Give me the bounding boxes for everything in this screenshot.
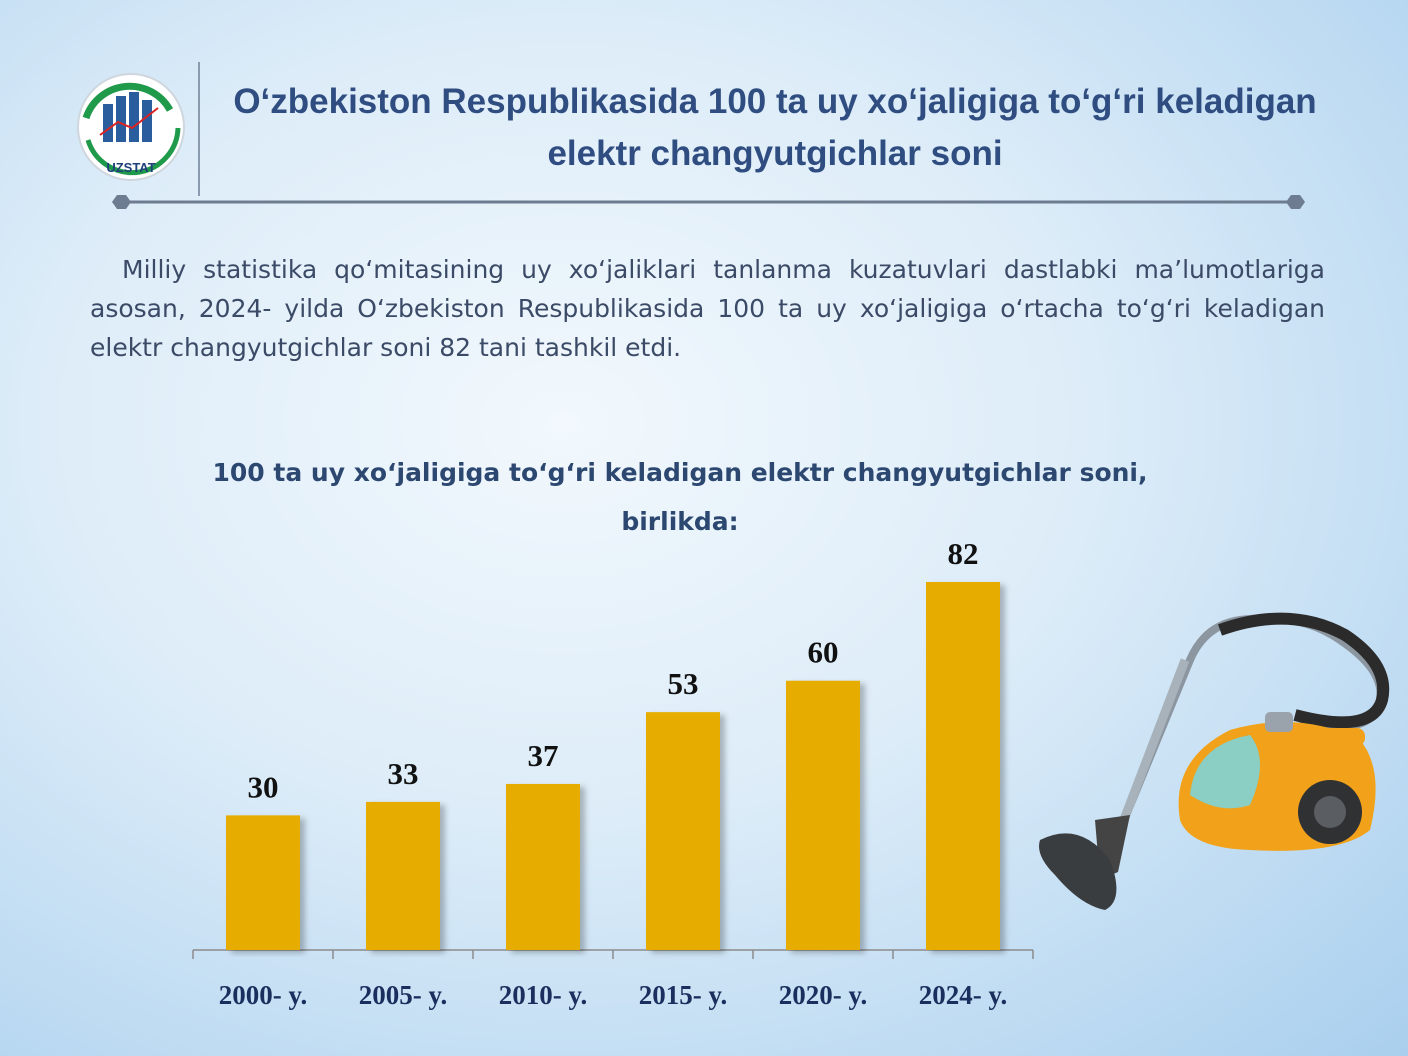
bar (646, 712, 720, 950)
value-label: 53 (668, 666, 699, 701)
value-label: 60 (808, 635, 839, 670)
x-tick-label: 2000- y. (219, 980, 308, 1010)
x-tick-label: 2010- y. (499, 980, 588, 1010)
bar (506, 783, 580, 950)
bar (786, 680, 860, 950)
value-label: 37 (528, 738, 559, 773)
summary-text: Milliy statistika qo‘mitasining uy xo‘ja… (90, 255, 1325, 362)
logo: UZSTAT (77, 73, 185, 181)
value-label: 82 (948, 536, 979, 571)
rule-end (112, 195, 131, 209)
value-label: 30 (248, 769, 279, 804)
x-tick-label: 2020- y. (779, 980, 868, 1010)
page-title: O‘zbekiston Respublikasida 100 ta uy xo‘… (233, 82, 1317, 173)
x-tick-label: 2005- y. (359, 980, 448, 1010)
bar (926, 582, 1000, 950)
vacuum-illustration (1039, 612, 1390, 910)
logo-text: UZSTAT (106, 160, 155, 175)
chart-title: 100 ta uy xo‘jaligiga to‘g‘ri keladigan … (212, 458, 1148, 536)
bar (226, 815, 300, 950)
x-tick-label: 2024- y. (919, 980, 1008, 1010)
value-label: 33 (388, 756, 419, 791)
bar (366, 801, 440, 950)
x-tick-label: 2015- y. (639, 980, 728, 1010)
rule-end (1286, 195, 1305, 209)
